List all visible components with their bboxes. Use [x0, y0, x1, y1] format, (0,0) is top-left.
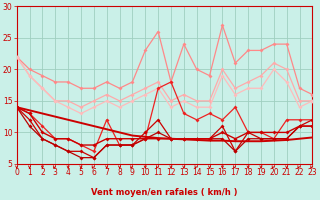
X-axis label: Vent moyen/en rafales ( km/h ): Vent moyen/en rafales ( km/h )	[91, 188, 238, 197]
